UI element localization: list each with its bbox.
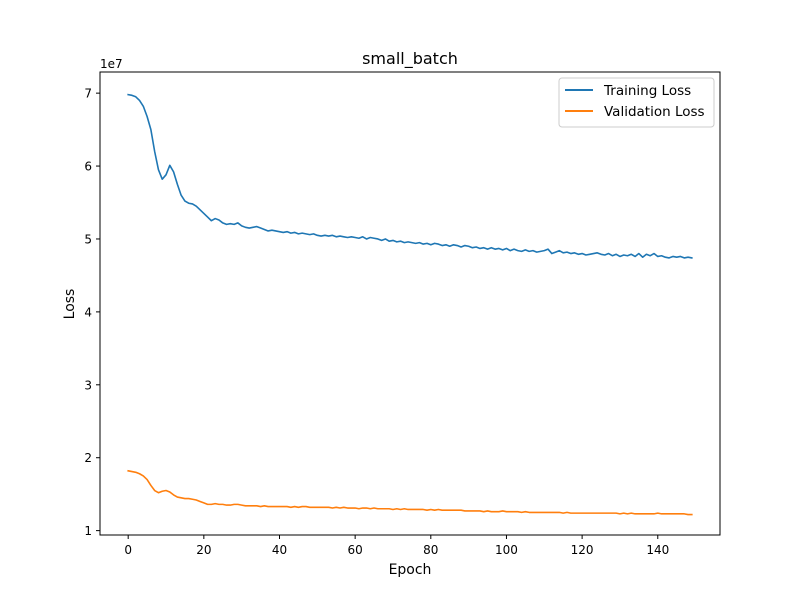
x-axis: 0 20 40 60 80 100 120 140 (124, 535, 669, 557)
legend-label-validation: Validation Loss (604, 104, 705, 120)
y-tick-label: 5 (84, 232, 92, 246)
x-axis-label: Epoch (389, 562, 432, 578)
y-axis-multiplier: 1e7 (100, 57, 123, 71)
series-line-validation-loss (127, 469, 693, 516)
x-tick-label: 60 (348, 543, 363, 557)
x-tick-label: 20 (196, 543, 211, 557)
legend-box (558, 77, 715, 128)
y-tick-label: 2 (84, 451, 92, 465)
x-tick-label: 140 (646, 543, 669, 557)
y-tick-label: 4 (84, 305, 92, 319)
x-tick-label: 120 (571, 543, 594, 557)
y-tick-label: 6 (84, 160, 92, 174)
y-axis: 1 2 3 4 5 6 7 (84, 87, 100, 538)
y-tick-label: 1 (84, 524, 92, 538)
chart-title: small_batch (362, 49, 458, 69)
y-tick-label: 3 (84, 378, 92, 392)
x-tick-label: 80 (423, 543, 438, 557)
x-tick-label: 40 (272, 543, 287, 557)
legend-label-training: Training Loss (603, 83, 691, 99)
series-line-training-loss (127, 93, 693, 259)
legend: Training Loss Validation Loss (558, 77, 715, 128)
x-tick-label: 100 (495, 543, 518, 557)
plot-frame (99, 71, 721, 536)
y-tick-label: 7 (84, 87, 92, 101)
y-axis-label: Loss (62, 289, 78, 320)
x-tick-label: 0 (124, 543, 132, 557)
series-layer (127, 93, 693, 516)
